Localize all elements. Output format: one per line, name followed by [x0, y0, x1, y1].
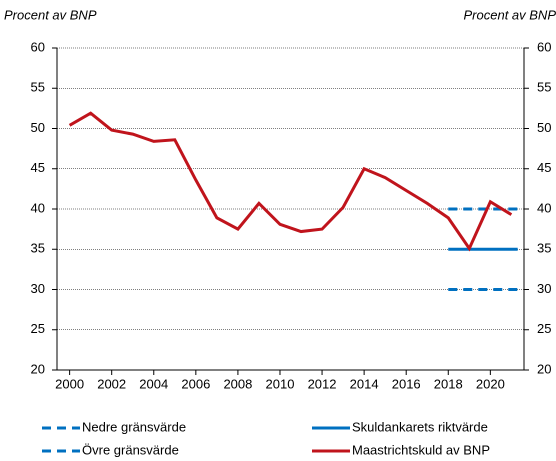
y2-tick-label: 40 [537, 200, 551, 215]
y2-tick-label: 20 [537, 361, 551, 376]
y-tick-label: 55 [31, 80, 45, 95]
x-tick-label: 2012 [308, 376, 337, 391]
legend-label: Nedre gränsvärde [82, 419, 186, 434]
x-tick-label: 2010 [266, 376, 295, 391]
x-tick-label: 2004 [139, 376, 168, 391]
y2-tick-label: 35 [537, 241, 551, 256]
x-tick-label: 2014 [350, 376, 379, 391]
y2-tick-label: 45 [537, 160, 551, 175]
y2-tick-label: 55 [537, 80, 551, 95]
y-tick-label: 50 [31, 120, 45, 135]
y-tick-label: 25 [31, 321, 45, 336]
y2-tick-label: 50 [537, 120, 551, 135]
y-axis-label: Procent av BNP [4, 7, 97, 22]
y2-axis-label: Procent av BNP [464, 7, 556, 22]
legend-label: Skuldankarets riktvärde [352, 419, 488, 434]
x-tick-label: 2008 [223, 376, 252, 391]
x-tick-label: 2020 [476, 376, 505, 391]
x-tick-label: 2002 [97, 376, 126, 391]
y-tick-label: 30 [31, 281, 45, 296]
y2-tick-label: 25 [537, 321, 551, 336]
legend-label: Maastrichtskuld av BNP [352, 442, 490, 457]
series-line [68, 111, 513, 252]
x-tick-label: 2000 [55, 376, 84, 391]
y-tick-label: 20 [31, 361, 45, 376]
x-tick-label: 2018 [434, 376, 463, 391]
y2-tick-label: 60 [537, 39, 551, 54]
x-tick-label: 2006 [181, 376, 210, 391]
x-tick-label: 2016 [392, 376, 421, 391]
y-tick-label: 40 [31, 200, 45, 215]
y-tick-label: 35 [31, 241, 45, 256]
y-tick-label: 45 [31, 160, 45, 175]
y-tick-label: 60 [31, 39, 45, 54]
legend-label: Övre gränsvärde [82, 442, 179, 457]
y2-tick-label: 30 [537, 281, 551, 296]
